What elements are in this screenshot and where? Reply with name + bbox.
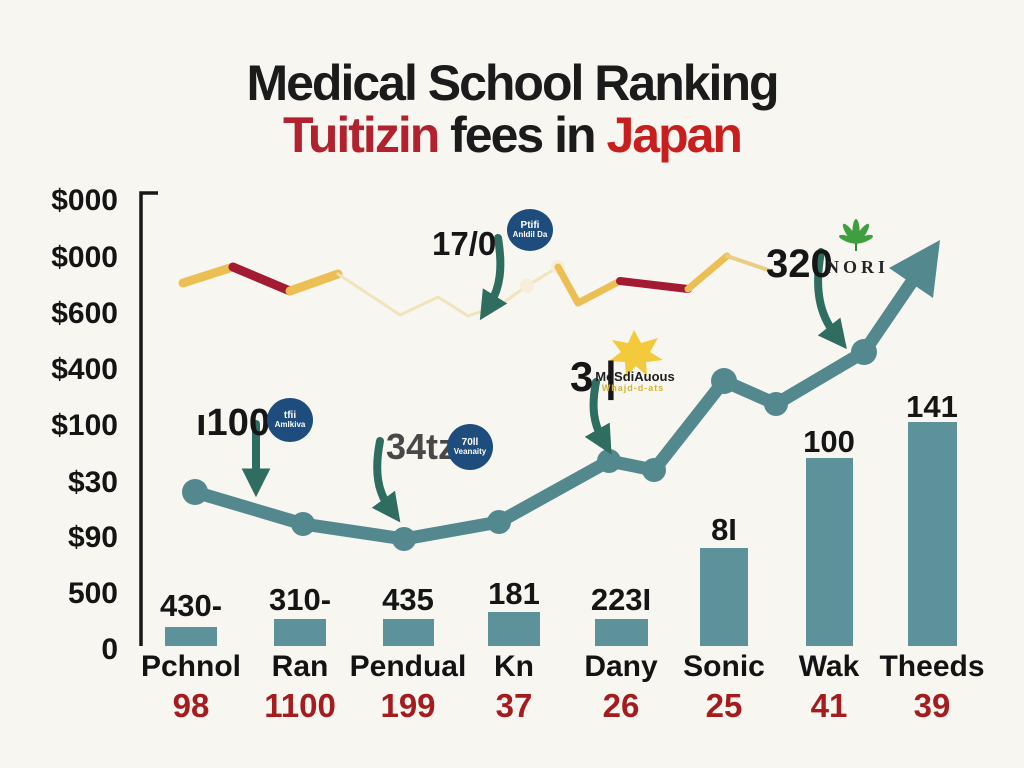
x-category-label: Dany xyxy=(584,650,658,683)
bar-value-label: 181 xyxy=(488,576,540,611)
bar-ran xyxy=(274,619,326,646)
badge-text: Amlkiva xyxy=(274,420,306,430)
badge-text: Anldil Da xyxy=(512,230,548,240)
annotation-1100: ı100 xyxy=(196,402,270,444)
badge-text: tfii xyxy=(283,409,297,421)
bar-value-label: 8I xyxy=(711,512,737,547)
bar-pendual xyxy=(383,619,434,646)
down-arrow xyxy=(371,437,401,523)
title-word-japan: Japan xyxy=(606,107,743,163)
x-category-label: Kn xyxy=(494,650,534,683)
badge-icon: tfii Amlkiva xyxy=(267,398,313,442)
y-axis-line xyxy=(139,191,158,646)
annotation-320: 320 xyxy=(766,242,833,286)
red-footer-value: 26 xyxy=(602,687,640,724)
bar-wak xyxy=(806,458,853,646)
trend-arrowhead xyxy=(889,240,940,298)
red-footer-value: 37 xyxy=(495,687,533,724)
red-footer-value: 41 xyxy=(810,687,848,724)
badge-text: 70ll xyxy=(461,436,479,448)
y-tick-label: $400 xyxy=(51,353,118,386)
y-tick-label: $000 xyxy=(51,184,118,217)
x-category-label: Pchnol xyxy=(140,650,241,683)
title-line1: Medical School Ranking xyxy=(246,55,779,111)
bar-value-label: 310- xyxy=(268,582,332,617)
nori-label: NORI xyxy=(826,257,890,277)
bar-theeds xyxy=(908,422,957,646)
down-arrow xyxy=(814,248,847,350)
red-footer-value: 98 xyxy=(172,687,210,724)
y-tick-label: 500 xyxy=(67,577,118,610)
star-label: MoSdiAuous xyxy=(595,369,675,384)
bar-sonic xyxy=(700,548,748,646)
badge-text: Veanaity xyxy=(453,447,487,457)
annotation-34tz: 34tz xyxy=(386,426,457,467)
down-arrow xyxy=(479,234,508,321)
x-category-label: Sonic xyxy=(683,650,765,683)
y-tick-label: $100 xyxy=(51,409,118,442)
annotation-170: 17/0 xyxy=(432,225,497,262)
badge-icon: 70ll Veanaity xyxy=(447,424,493,470)
title-word-fees-in: fees in xyxy=(438,107,607,163)
star-icon xyxy=(609,330,663,377)
leaf-icon xyxy=(839,219,873,251)
pale-dot xyxy=(520,279,534,293)
bar-value-label: 141 xyxy=(906,389,958,424)
red-footer-value: 39 xyxy=(913,687,951,724)
red-footer-value: 199 xyxy=(380,687,436,724)
x-category-label: Wak xyxy=(798,650,860,683)
bar-kn xyxy=(488,612,540,646)
badge-text: Ptifi xyxy=(520,219,540,231)
annotation-3i: 3 | xyxy=(570,353,617,400)
red-footer-value: 25 xyxy=(705,687,743,724)
bar-value-label: 430- xyxy=(159,588,223,623)
x-category-label: Theeds xyxy=(879,650,985,683)
y-tick-label: $000 xyxy=(51,241,118,274)
y-tick-label: $90 xyxy=(67,521,118,554)
y-tick-label: $30 xyxy=(67,466,118,499)
down-arrow xyxy=(584,378,612,455)
bar-value-label: 100 xyxy=(803,424,855,459)
star-sublabel: Whajd-d-ats xyxy=(601,383,665,393)
trend-line-dots xyxy=(182,339,877,551)
decorative-top-line xyxy=(178,252,770,318)
title-word-tuitizin: Tuitizin xyxy=(283,107,440,163)
badge-icon: Ptifi Anldil Da xyxy=(507,209,553,251)
red-footer-value: 1100 xyxy=(264,687,336,724)
y-tick-label: $600 xyxy=(51,297,118,330)
y-tick-label: 0 xyxy=(101,633,118,666)
x-category-label: Ran xyxy=(271,650,329,683)
bar-value-label: 435 xyxy=(382,582,434,617)
chart-title: Medical School Ranking Tuitizin fees in … xyxy=(0,58,1024,160)
bar-pchnol xyxy=(165,627,217,646)
title-line2: Tuitizin fees in Japan xyxy=(0,110,1024,160)
callout-arrows xyxy=(241,234,847,523)
bar-value-label: 223I xyxy=(590,582,652,617)
teal-trend-line xyxy=(182,240,940,551)
x-category-label: Pendual xyxy=(349,650,467,683)
bar-dany xyxy=(595,619,648,646)
